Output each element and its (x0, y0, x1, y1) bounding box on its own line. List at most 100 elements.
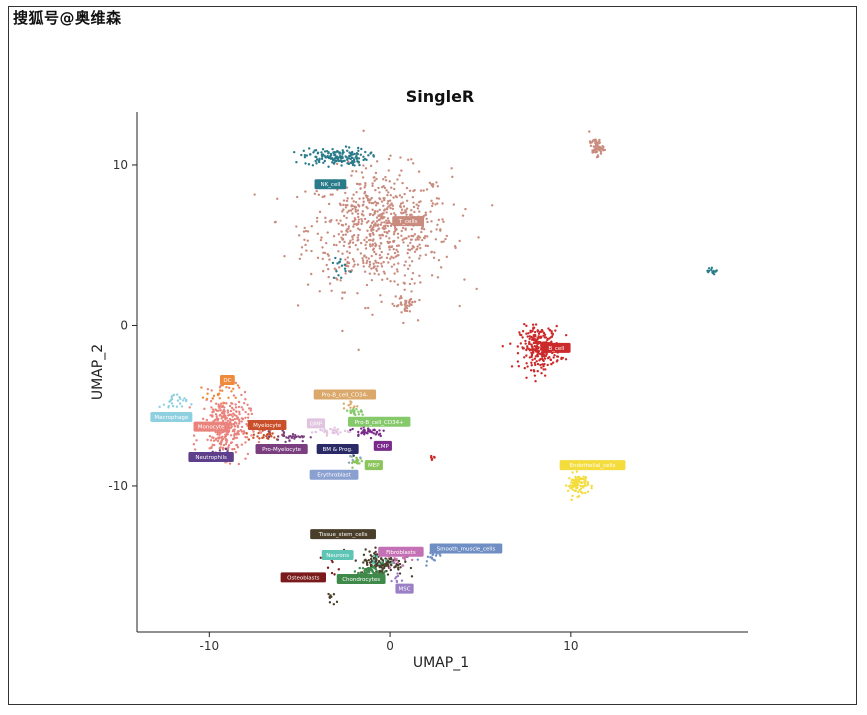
point-pro-b-cell-cd34- (350, 401, 353, 404)
point-t-cells (370, 196, 373, 200)
cluster-label: GMP (306, 418, 326, 429)
point-nk-cell (365, 158, 368, 162)
point-t-cells (369, 245, 372, 248)
point-monocyte (195, 439, 198, 442)
point-t-cells (332, 243, 336, 247)
point-t-cells (407, 301, 411, 304)
point-t-cells (596, 147, 599, 150)
point-nk-cell (343, 159, 346, 162)
point-t-cells (369, 164, 373, 168)
point-t-cells (371, 243, 374, 246)
point-monocyte (226, 431, 229, 435)
point-monocyte (259, 431, 263, 434)
point-t-cells (404, 299, 407, 302)
point-tissue-stem-cells (328, 601, 332, 604)
point-t-cells (362, 265, 365, 268)
point-dc (216, 392, 220, 396)
point-nk-cell (364, 150, 367, 154)
point-b-cell (541, 363, 544, 366)
point-mep (356, 460, 359, 463)
point-t-cells (390, 255, 393, 259)
point-t-cells (418, 257, 421, 260)
point-t-cells (388, 237, 391, 240)
point-t-cells (430, 204, 434, 208)
point-endothelial-cells (584, 477, 587, 480)
point-t-cells (325, 263, 328, 267)
point-t-cells (406, 158, 410, 162)
cluster-label-text: Fibroblasts (386, 550, 416, 556)
point-nk-cell (335, 159, 338, 163)
point-dc (218, 389, 222, 392)
point-myelocyte (252, 436, 255, 439)
point-t-cells (380, 250, 383, 254)
point-b-cell (550, 362, 553, 366)
point-t-cells (374, 222, 377, 225)
point-t-cells (458, 239, 461, 243)
point-nk-cell (331, 161, 334, 164)
point-b-cell (536, 353, 539, 357)
point-b-cell (538, 359, 541, 362)
point-endothelial-cells (569, 484, 572, 487)
point-t-cells (316, 232, 320, 235)
point-t-cells (396, 178, 399, 181)
point-endothelial-cells (579, 487, 583, 491)
point-nk-cell (338, 151, 341, 154)
point-t-cells (370, 254, 373, 258)
point-b-cell (525, 354, 528, 357)
point-monocyte (234, 381, 238, 385)
point-nk-cell (332, 276, 336, 279)
point-nk-cell (348, 151, 351, 154)
point-t-cells (253, 193, 256, 196)
point-nk-cell (323, 150, 327, 153)
point-t-cells (344, 272, 347, 275)
point-gmp (325, 431, 329, 435)
point-b-cell (523, 356, 526, 359)
point-msc (396, 572, 399, 575)
point-b-cell (529, 335, 533, 339)
point-t-cells (362, 261, 365, 265)
point-pro-myelocyte (285, 436, 288, 439)
point-nk-cell (349, 153, 353, 156)
point-monocyte (201, 417, 205, 421)
point-nk-cell (316, 151, 320, 154)
cluster-label-box (255, 444, 308, 455)
point-b-cell (543, 333, 547, 336)
point-t-cells (410, 238, 413, 241)
point-nk-cell (323, 154, 326, 157)
point-t-cells (310, 225, 313, 228)
point-dc (206, 392, 209, 395)
cluster-label-text: BM & Prog. (323, 447, 354, 453)
cluster-label-box (306, 418, 326, 429)
point-tissue-stem-cells (397, 563, 400, 567)
point-nk-cell (362, 155, 365, 159)
cluster-label-box (310, 529, 376, 540)
cluster-label-text: Myelocyte (253, 423, 282, 429)
point-t-cells (413, 233, 417, 236)
point-t-cells (349, 229, 352, 233)
point-endothelial-cells (582, 484, 586, 488)
point-t-cells (366, 197, 370, 201)
point-t-cells (298, 234, 301, 237)
point-nk-cell (331, 261, 335, 265)
point-t-cells (327, 267, 330, 271)
cluster-label: NK_cell (314, 179, 347, 190)
point-dc (201, 396, 205, 399)
point-monocyte (223, 406, 226, 409)
cluster-label-box (348, 416, 411, 427)
point-nk-cell (370, 151, 373, 154)
point-t-cells (315, 189, 318, 193)
point-neutrophils (224, 447, 228, 451)
point-b-cell (531, 347, 534, 350)
point-t-cells (378, 247, 382, 250)
point-t-cells (356, 248, 359, 251)
point-t-cells (344, 206, 348, 209)
point-monocyte (246, 403, 249, 406)
point-t-cells (375, 267, 378, 271)
point-monocyte (215, 415, 218, 418)
point-pro-b-cell-cd34- (349, 409, 352, 412)
point-dc (230, 390, 233, 393)
point-t-cells (381, 278, 384, 281)
cluster-label: Osteoblasts (280, 572, 327, 583)
point-gmp (325, 434, 329, 437)
